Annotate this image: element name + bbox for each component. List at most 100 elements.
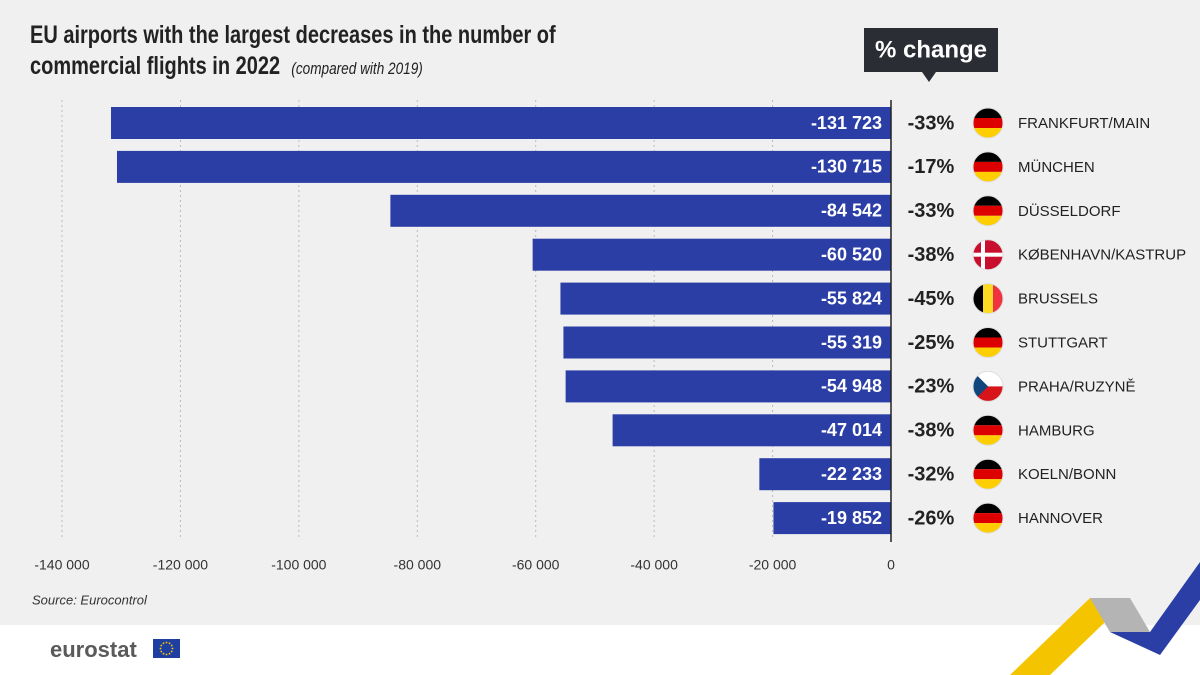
- eu-star: [170, 644, 173, 647]
- flag-part: [973, 479, 1003, 490]
- flag-part: [973, 523, 1003, 534]
- flag-part: [973, 327, 1003, 338]
- value-label: -22 233: [821, 464, 882, 484]
- flag-part: [973, 337, 1003, 348]
- flag: [973, 283, 1003, 314]
- category-label: STUTTGART: [1018, 334, 1108, 351]
- category-label: DÜSSELDORF: [1018, 202, 1121, 220]
- eu-star: [171, 647, 174, 650]
- category-label: BRUSSELS: [1018, 291, 1098, 308]
- flag: [973, 195, 1003, 226]
- eu-star: [159, 647, 162, 650]
- eu-star: [160, 644, 163, 647]
- flag-border: [972, 502, 1004, 534]
- source: Source: Eurocontrol: [32, 592, 148, 607]
- category-label: PRAHA/RUZYNĚ: [1018, 378, 1136, 395]
- flag-part: [973, 459, 1003, 470]
- flag-part: [973, 252, 1003, 257]
- flag-border: [972, 283, 1004, 315]
- flag-part: [973, 435, 1003, 446]
- value-label: -47 014: [821, 420, 882, 440]
- bar: [560, 282, 891, 315]
- eu-star: [165, 641, 168, 644]
- flag-border: [972, 458, 1004, 490]
- flag-part: [973, 425, 1003, 436]
- flag: [973, 239, 1003, 270]
- callout: [864, 28, 998, 82]
- flag-part: [973, 283, 983, 314]
- category-label: HAMBURG: [1018, 422, 1095, 439]
- bar: [773, 502, 891, 535]
- flag-part: [973, 195, 1003, 206]
- flag-border: [972, 195, 1004, 227]
- x-tick-label: -20 000: [749, 557, 797, 573]
- flag-part: [973, 161, 1003, 172]
- flag-part: [973, 151, 1003, 162]
- pct-change-label: -33%: [908, 200, 955, 222]
- bar: [565, 370, 891, 403]
- value-label: -55 319: [821, 332, 882, 352]
- flag-part: [973, 347, 1003, 358]
- flag-part: [973, 469, 1003, 480]
- title-block: EU airports with the largest decreases i…: [30, 20, 590, 84]
- flag-border: [972, 151, 1004, 183]
- decoration: [1110, 562, 1200, 655]
- flag: [973, 151, 1003, 182]
- pct-change-label: -32%: [908, 463, 955, 485]
- chart-subtitle: (compared with 2019): [291, 59, 423, 78]
- eu-flag: [153, 639, 180, 658]
- value-label: -84 542: [821, 201, 882, 221]
- value-label: -60 520: [821, 244, 882, 264]
- flag-part: [993, 283, 1003, 314]
- flag-border: [972, 327, 1004, 358]
- flag: [973, 371, 1003, 402]
- eu-star: [162, 642, 165, 645]
- bar: [111, 107, 892, 139]
- chart-title: EU airports with the largest decreases i…: [30, 21, 556, 80]
- flag-border: [972, 370, 1004, 402]
- flag-part: [973, 205, 1003, 216]
- flag-part: [973, 128, 1003, 138]
- eu-star: [168, 652, 171, 655]
- category-label: KØBENHAVN/KASTRUP: [1018, 247, 1186, 264]
- pct-change-title: % change: [875, 36, 987, 63]
- flag-part: [973, 171, 1003, 182]
- pct-change-label: -26%: [908, 507, 955, 529]
- x-tick-label: -140 000: [34, 557, 89, 573]
- x-tick-label: -60 000: [512, 557, 560, 573]
- pct-change-label: -38%: [908, 420, 955, 442]
- eu-star: [170, 650, 173, 653]
- pct-change-label: -38%: [908, 244, 955, 266]
- bar: [612, 414, 891, 447]
- eu-star: [162, 652, 165, 655]
- eu-star: [165, 653, 168, 656]
- value-label: -131 723: [811, 113, 882, 133]
- flag-part: [973, 215, 1003, 226]
- pct-change-label: -45%: [908, 288, 955, 310]
- bar: [116, 150, 891, 183]
- flag-border: [972, 107, 1004, 139]
- bar: [532, 238, 891, 271]
- flag-part: [973, 503, 1003, 514]
- logo: eurostat: [50, 637, 137, 662]
- decoration: [1090, 598, 1150, 632]
- flag-part: [973, 108, 1003, 118]
- x-tick-label: -40 000: [630, 557, 678, 573]
- category-label: MÜNCHEN: [1018, 158, 1095, 176]
- eu-star: [160, 650, 163, 653]
- value-label: -19 852: [821, 508, 882, 528]
- flag-part: [973, 513, 1003, 524]
- value-label: -55 824: [821, 288, 882, 308]
- pct-change-label: -25%: [908, 332, 955, 354]
- x-tick-label: -100 000: [271, 557, 326, 573]
- flag: [973, 108, 1003, 138]
- flag-part: [983, 283, 993, 314]
- pct-change-label: -23%: [908, 376, 955, 398]
- pct-change-label: -33%: [908, 112, 955, 134]
- flag-border: [972, 414, 1004, 446]
- x-tick-label: 0: [887, 557, 895, 573]
- flag: [973, 459, 1003, 490]
- flag-part: [973, 118, 1003, 128]
